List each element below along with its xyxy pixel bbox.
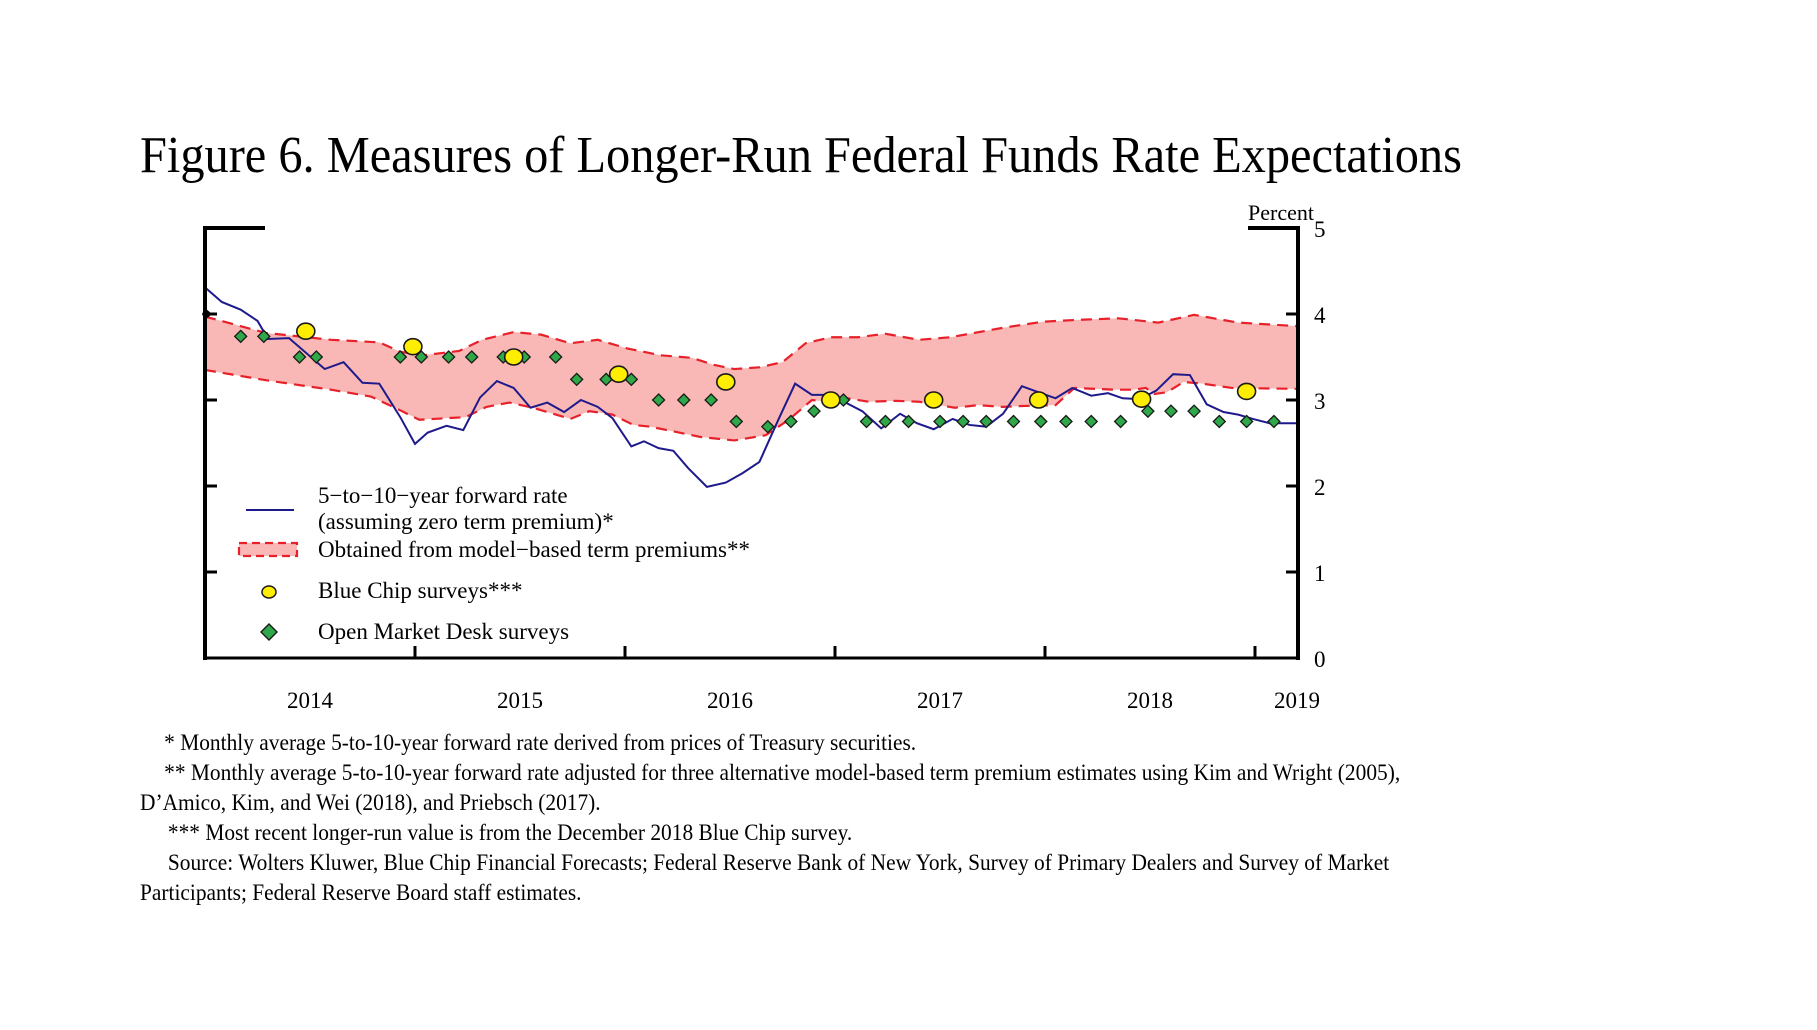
omd-survey-point (233, 329, 248, 344)
blue-chip-survey-point (715, 373, 736, 391)
model-band-lower-edge (204, 368, 1297, 442)
omd-survey-point (956, 414, 971, 429)
axis-layer: 0 1 2 3 4 5 2014 2015 2016 2017 2018 2019 Percent (202, 200, 1326, 713)
omd-survey-point (807, 404, 821, 419)
footnote-2-line2: D’Amico, Kim, and Wei (2018), and Priebs… (140, 790, 601, 815)
omd-survey-point (569, 372, 584, 387)
forward-rate-line (204, 286, 1296, 488)
omd-survey-point (676, 393, 691, 407)
footnote-3: *** Most recent longer-run value is from… (167, 820, 853, 845)
blue-chip-survey-point (820, 391, 841, 409)
legend-label-model_band: Obtained from model−based term premiums*… (318, 537, 750, 562)
model-band-area (205, 314, 1296, 441)
blue-chip-survey-point (1236, 382, 1257, 401)
blue-chip-survey-point (295, 322, 316, 341)
omd-survey-point (1164, 404, 1178, 419)
omd-survey-point (651, 393, 666, 407)
omd-survey-point (1187, 404, 1202, 419)
y-tick-label: 5 (1314, 217, 1326, 242)
x-tick-label: 2014 (287, 688, 334, 713)
omd-survey-point (1266, 414, 1281, 429)
legend-label-blue_chip: Blue Chip surveys*** (318, 578, 522, 603)
omd-survey-point (464, 350, 479, 364)
y-tick-label: 1 (1314, 561, 1326, 586)
x-tick-label: 2017 (917, 688, 963, 713)
source-line2: Participants; Federal Reserve Board staf… (140, 880, 582, 905)
footnotes: * Monthly average 5-to-10-year forward r… (140, 728, 1554, 908)
blue-chip-survey-point (1028, 391, 1049, 409)
blue-chip-survey-point (923, 391, 944, 409)
omd-survey-point (1059, 414, 1073, 429)
footnote-2-line1: ** Monthly average 5-to-10-year forward … (164, 760, 1401, 785)
omd-survey-point (704, 393, 719, 407)
omd-survey-point (1239, 414, 1254, 429)
y-axis-label: Percent (1248, 200, 1314, 225)
x-tick-label: 2018 (1127, 688, 1173, 713)
legend-label-forward_rate: 5−to−10−year forward rate (318, 483, 568, 508)
x-tick-label: 2019 (1274, 688, 1320, 713)
footnote-1: * Monthly average 5-to-10-year forward r… (164, 730, 917, 755)
model-band-upper-edge (204, 313, 1297, 371)
model-band-layer (204, 313, 1297, 442)
omd-survey-point (729, 414, 744, 429)
chart: 0 1 2 3 4 5 2014 2015 2016 2017 2018 2019 Percent 5−… (202, 200, 1326, 713)
legend-circle-icon (261, 585, 277, 599)
omd-survey-point (1006, 414, 1021, 429)
omd-survey-point (979, 414, 994, 429)
omd-survey-point (309, 350, 324, 364)
omd-survey-point (393, 350, 408, 364)
omd-survey-point (933, 414, 947, 429)
forward-rate-layer (204, 286, 1296, 488)
figure-title: Figure 6. Measures of Longer-Run Federal… (140, 127, 1462, 184)
omd-survey-point (256, 329, 271, 344)
omd-survey-point (1212, 414, 1227, 429)
omd-survey-point (292, 350, 307, 364)
blue-chip-survey-point (403, 337, 423, 356)
y-tick-label: 3 (1314, 389, 1326, 414)
omd-survey-point (901, 414, 916, 429)
omd-survey-point (1140, 404, 1155, 419)
omd-survey-point (783, 414, 798, 429)
legend: 5−to−10−year forward rate(assuming zero … (237, 483, 750, 644)
omd-survey-point (548, 350, 563, 364)
omd-survey-point (1113, 414, 1128, 429)
source-line1: Source: Wolters Kluwer, Blue Chip Financ… (167, 850, 1390, 875)
x-tick-label: 2016 (707, 688, 753, 713)
marker-layer (233, 322, 1281, 434)
omd-survey-point (878, 414, 893, 429)
y-tick-label: 0 (1314, 647, 1326, 672)
y-tick-label: 4 (1314, 303, 1326, 328)
blue-chip-survey-point (1131, 390, 1152, 408)
omd-survey-point (1033, 414, 1048, 429)
legend-label-forward_rate: (assuming zero term premium)* (318, 509, 614, 534)
legend-diamond-icon (260, 623, 278, 641)
left-axis-marker (202, 308, 212, 320)
y-tick-label: 2 (1314, 475, 1326, 500)
x-tick-label: 2015 (497, 688, 543, 713)
legend-label-omd: Open Market Desk surveys (318, 619, 569, 644)
omd-survey-point (760, 419, 775, 434)
legend-band-swatch (237, 541, 299, 558)
omd-survey-point (859, 414, 874, 429)
omd-survey-point (1084, 414, 1099, 429)
blue-chip-survey-point (608, 365, 629, 384)
omd-survey-point (441, 350, 456, 364)
blue-chip-survey-point (503, 348, 524, 366)
